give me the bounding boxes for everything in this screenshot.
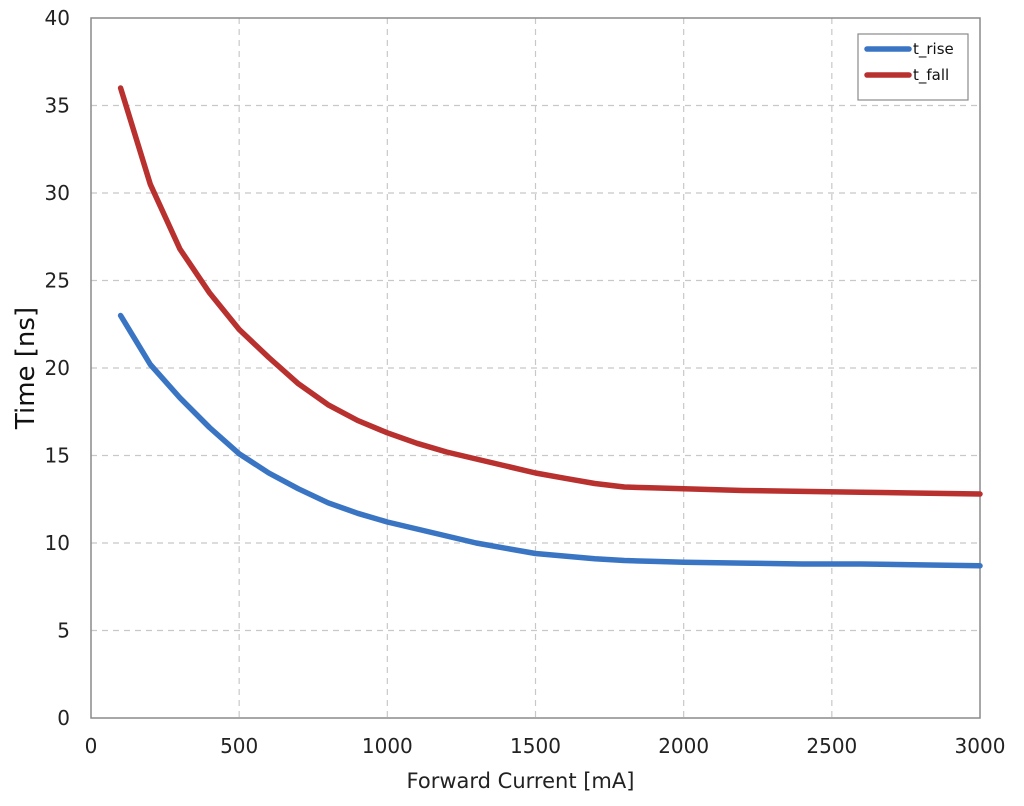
- legend-label-t-rise: t_rise: [913, 40, 954, 59]
- x-tick-label: 3000: [955, 734, 1006, 758]
- x-tick-label: 2000: [658, 734, 709, 758]
- x-tick-labels: 0 500 1000 1500 2000 2500 3000: [85, 734, 1006, 758]
- series-layer: [117, 85, 983, 569]
- y-tick-label: 40: [45, 6, 70, 30]
- x-tick-label: 0: [85, 734, 98, 758]
- legend-box: [857, 33, 969, 101]
- y-tick-label: 5: [57, 619, 70, 643]
- grid: [91, 18, 980, 718]
- y-tick-label: 15: [45, 444, 70, 468]
- y-tick-label: 0: [57, 706, 70, 730]
- y-tick-label: 25: [45, 269, 70, 293]
- x-axis-title: Forward Current [mA]: [407, 769, 635, 793]
- legend: t_rise t_fall: [857, 33, 969, 101]
- y-axis-title: Time [ns]: [11, 307, 41, 430]
- legend-label-t-fall: t_fall: [913, 66, 949, 85]
- y-tick-labels: 0 5 10 15 20 25 30 35 40: [45, 6, 70, 730]
- plot-area-frame: [90, 17, 981, 719]
- series-line-t-fall: [117, 85, 983, 497]
- x-tick-label: 1500: [510, 734, 561, 758]
- y-tick-label: 10: [45, 531, 70, 555]
- y-tick-label: 35: [45, 94, 70, 118]
- y-tick-label: 20: [45, 356, 70, 380]
- x-tick-label: 1000: [362, 734, 413, 758]
- y-tick-label: 30: [45, 181, 70, 205]
- x-tick-label: 2500: [806, 734, 857, 758]
- series-line-t-rise: [117, 312, 983, 569]
- x-tick-label: 500: [220, 734, 258, 758]
